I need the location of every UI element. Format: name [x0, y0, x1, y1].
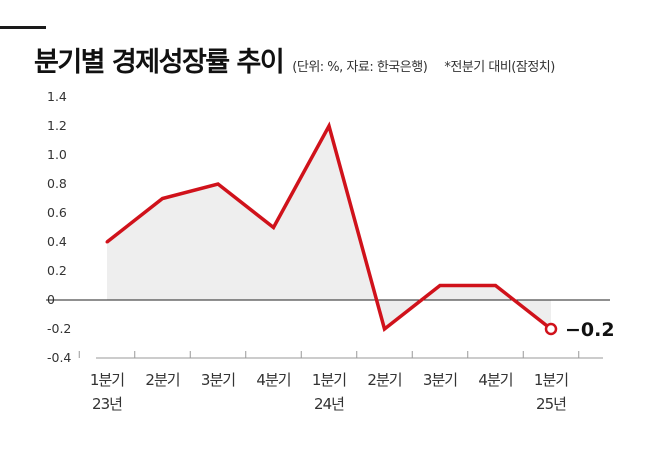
- last-data-point: [544, 322, 558, 336]
- data-point: [438, 284, 442, 287]
- basis-note: *전분기 대비(잠정치): [444, 60, 555, 75]
- title-accent-bar: [0, 26, 46, 29]
- y-tick-label: 1.0: [47, 147, 67, 162]
- data-point: [272, 226, 275, 229]
- data-point: [105, 240, 109, 244]
- x-tick-label: 3분기: [423, 371, 457, 389]
- data-point: [383, 327, 386, 331]
- x-tick-label: 2분기: [145, 371, 179, 389]
- y-tick-label: 0.8: [47, 176, 67, 191]
- x-tick-year-label: 24년: [314, 395, 344, 413]
- x-tick-label: 3분기: [201, 371, 235, 389]
- x-tick-label: 1분기: [312, 371, 346, 389]
- y-tick-label: 0.2: [47, 263, 67, 278]
- y-tick-label: 1.4: [47, 89, 67, 104]
- x-tick-label: 4분기: [256, 371, 290, 389]
- data-point: [494, 284, 497, 287]
- x-tick-label: 4분기: [478, 371, 512, 389]
- data-point: [216, 182, 220, 186]
- last-value-label: −0.2: [565, 319, 615, 341]
- x-tick-year-label: 25년: [536, 395, 566, 413]
- chart-header: 분기별 경제성장률 추이 (단위: %, 자료: 한국은행) *전분기 대비(잠…: [34, 40, 555, 79]
- y-tick-label: 0.4: [47, 234, 67, 249]
- chart-title: 분기별 경제성장률 추이: [34, 47, 285, 78]
- x-tick-label: 2분기: [367, 371, 401, 389]
- area-fill: [107, 126, 551, 329]
- data-point: [327, 124, 331, 128]
- data-point: [161, 197, 164, 200]
- x-tick-year-label: 23년: [92, 395, 122, 413]
- y-tick-label: 1.2: [47, 118, 67, 133]
- x-tick-label: 1분기: [534, 371, 568, 389]
- y-tick-label: -0.2: [47, 321, 71, 336]
- y-tick-label: 0.6: [47, 205, 67, 220]
- unit-source-note: (단위: %, 자료: 한국은행): [292, 60, 428, 75]
- y-tick-label: -0.4: [47, 350, 71, 365]
- x-tick-label: 1분기: [90, 371, 124, 389]
